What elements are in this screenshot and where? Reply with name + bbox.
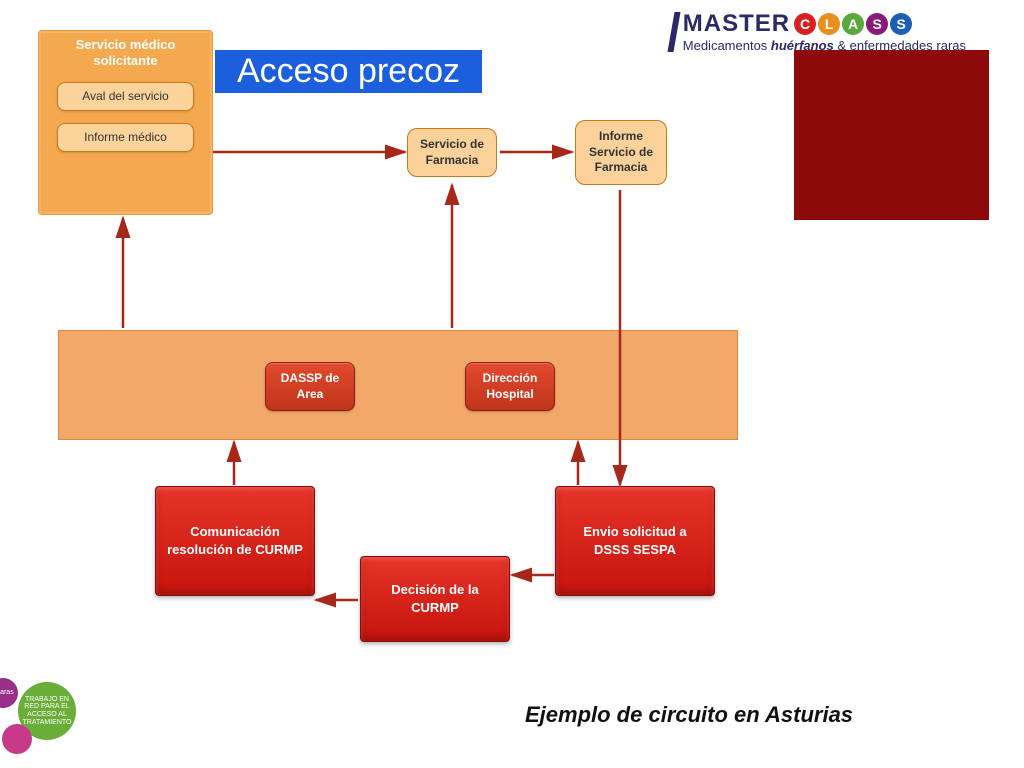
corner-circle-1: s raras	[0, 678, 18, 708]
logo-master-text: MASTER	[683, 10, 790, 38]
logo-bar-icon	[667, 12, 680, 52]
node-servicio-medico: Servicio médico solicitante Aval del ser…	[38, 30, 213, 215]
node-comunicacion-curmp: Comunicación resolución de CURMP	[155, 486, 315, 596]
corner-circle-3	[2, 724, 32, 754]
logo-circle-s2: S	[890, 13, 912, 35]
node-servicio-farmacia: Servicio de Farmacia	[407, 128, 497, 177]
caption-text: Ejemplo de circuito en Asturias	[525, 702, 853, 728]
node-direccion-hospital: Dirección Hospital	[465, 362, 555, 411]
node-dassp: DASSP de Area	[265, 362, 355, 411]
logo-circle-s1: S	[866, 13, 888, 35]
node-envio-solicitud: Envio solicitud a DSSS SESPA	[555, 486, 715, 596]
band-container	[58, 330, 738, 440]
node-servicio-medico-title: Servicio médico solicitante	[39, 31, 212, 74]
pill-informe-medico: Informe médico	[57, 123, 194, 152]
logo-circle-l: L	[818, 13, 840, 35]
node-informe-farmacia: Informe Servicio de Farmacia	[575, 120, 667, 185]
pill-aval-servicio: Aval del servicio	[57, 82, 194, 111]
masterclass-logo: MASTER C L A S S Medicamentos huérfanos …	[677, 8, 972, 55]
logo-circles: C L A S S	[794, 13, 912, 35]
decorative-red-block	[794, 50, 989, 220]
logo-circle-c: C	[794, 13, 816, 35]
logo-circle-a: A	[842, 13, 864, 35]
title-badge: Acceso precoz	[215, 50, 482, 93]
node-decision-curmp: Decisión de la CURMP	[360, 556, 510, 642]
